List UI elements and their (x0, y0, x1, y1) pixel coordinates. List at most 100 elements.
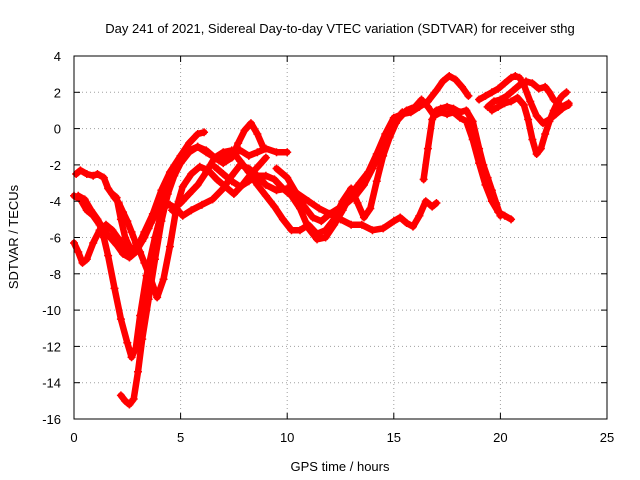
data-point (159, 275, 168, 284)
data-point (110, 284, 119, 293)
markers-arc-10 (419, 102, 505, 220)
data-point (210, 162, 219, 171)
data-point (119, 249, 128, 258)
data-point (415, 211, 424, 220)
data-point (106, 233, 115, 242)
data-point (308, 213, 317, 222)
data-point (438, 77, 447, 86)
data-point (524, 115, 533, 124)
y-tick-label: -14 (42, 376, 61, 391)
data-point (432, 106, 441, 115)
data-point (227, 177, 236, 186)
data-point (125, 400, 134, 409)
data-point (165, 200, 174, 209)
data-point (483, 102, 492, 111)
data-point (227, 146, 236, 155)
data-point (436, 104, 445, 113)
data-point (521, 77, 530, 86)
data-point (144, 295, 153, 304)
data-point (112, 240, 121, 249)
data-point (108, 189, 117, 198)
data-point (261, 144, 270, 153)
data-point (193, 180, 202, 189)
data-point (342, 199, 351, 208)
data-point (133, 242, 142, 251)
data-point (187, 169, 196, 178)
data-point (408, 222, 417, 231)
data-point (509, 86, 518, 95)
data-point (368, 164, 377, 173)
data-point (200, 128, 209, 137)
data-point (82, 169, 91, 178)
data-point (402, 218, 411, 227)
data-point (532, 150, 541, 159)
data-point (359, 180, 368, 189)
data-point (108, 226, 117, 235)
data-point (385, 128, 394, 137)
data-point (123, 338, 132, 347)
data-point (125, 242, 134, 251)
data-point (502, 91, 511, 100)
data-point (272, 148, 281, 157)
y-tick-label: -10 (42, 303, 61, 318)
data-point (423, 102, 432, 111)
data-point (500, 99, 509, 108)
data-point (347, 220, 356, 229)
data-series-arc-9 (273, 96, 515, 225)
data-point (511, 71, 520, 80)
data-point (300, 202, 309, 211)
data-point (519, 101, 528, 110)
y-tick-label: 2 (54, 85, 61, 100)
data-point (496, 211, 505, 220)
y-tick-label: 0 (54, 122, 61, 137)
x-tick-label: 20 (493, 430, 507, 445)
data-point (140, 233, 149, 242)
data-point (532, 111, 541, 120)
data-point (219, 148, 228, 157)
data-point (87, 206, 96, 215)
data-point (359, 213, 368, 222)
data-point (545, 88, 554, 97)
data-point (244, 177, 253, 186)
data-point (151, 255, 160, 264)
markers-arc-9 (272, 95, 516, 226)
data-point (562, 88, 571, 97)
data-point (116, 391, 125, 400)
data-point (526, 97, 535, 106)
x-tick-label: 10 (280, 430, 294, 445)
data-point (187, 206, 196, 215)
data-point (357, 220, 366, 229)
data-point (515, 81, 524, 90)
data-point (428, 115, 437, 124)
data-point (219, 155, 228, 164)
data-point (377, 146, 386, 155)
data-point (104, 184, 113, 193)
data-point (234, 139, 243, 148)
data-point (236, 182, 245, 191)
data-point (278, 215, 287, 224)
data-point (240, 126, 249, 135)
data-point (487, 106, 496, 115)
data-point (178, 211, 187, 220)
y-tick-label: 4 (54, 49, 61, 64)
data-point (261, 180, 270, 189)
data-point (481, 91, 490, 100)
data-point (261, 153, 270, 162)
data-point (468, 117, 477, 126)
data-point (127, 353, 136, 362)
data-point (368, 226, 377, 235)
data-point (74, 248, 83, 257)
data-point (295, 226, 304, 235)
data-point (541, 130, 550, 139)
data-point (168, 206, 177, 215)
data-series-arc-7 (168, 109, 406, 238)
data-point (116, 215, 125, 224)
data-point (317, 217, 326, 226)
data-point (304, 197, 313, 206)
data-point (325, 209, 334, 218)
x-tick-label: 5 (177, 430, 184, 445)
data-point (366, 204, 375, 213)
data-point (261, 171, 270, 180)
y-tick-label: -16 (42, 412, 61, 427)
markers-arc-13 (487, 88, 571, 159)
